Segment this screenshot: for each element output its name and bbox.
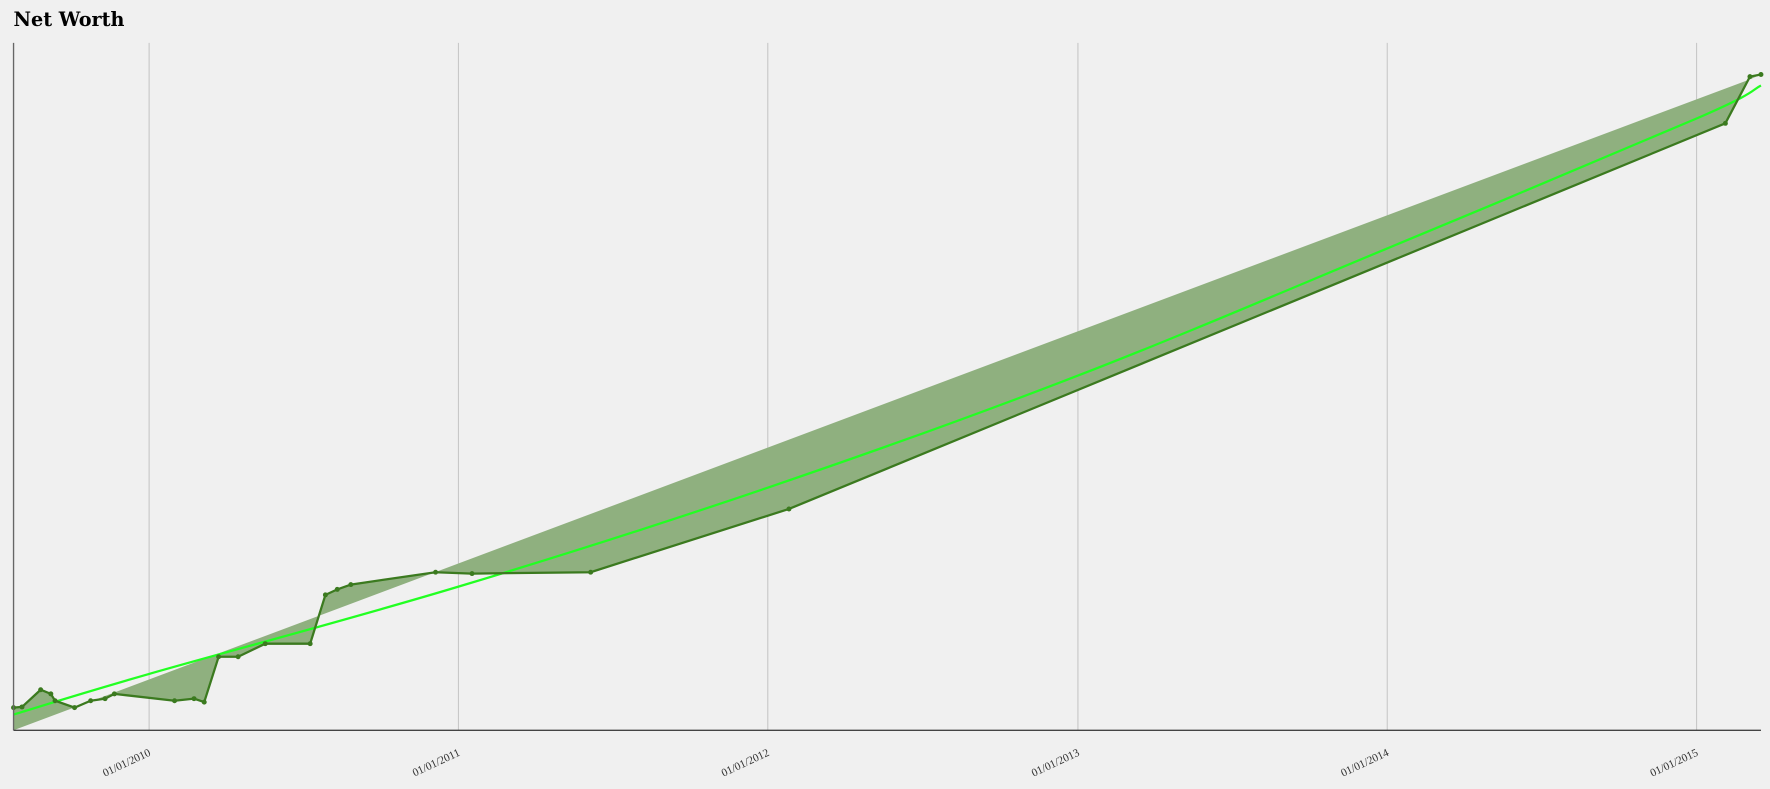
data-point — [1747, 74, 1753, 80]
data-point — [201, 699, 207, 705]
axes — [12, 42, 1761, 731]
x-tick-label: 01/01/2015 — [1648, 747, 1700, 780]
gridlines — [148, 42, 1698, 731]
data-point — [88, 698, 94, 704]
data-point — [588, 569, 594, 575]
x-tick-label: 01/01/2012 — [720, 747, 772, 780]
data-point — [348, 582, 354, 588]
difference-area — [13, 74, 1761, 731]
x-tick-label: 01/01/2013 — [1030, 747, 1082, 780]
data-point — [1758, 72, 1764, 77]
trend-line-path — [13, 84, 1762, 716]
data-point — [48, 691, 54, 697]
data-point — [172, 698, 178, 704]
data-point — [469, 571, 475, 577]
x-tick-label: 01/01/2014 — [1339, 747, 1391, 780]
x-tick-label: 01/01/2010 — [101, 747, 153, 780]
data-point — [307, 641, 313, 647]
data-point — [38, 687, 44, 693]
x-tick-label: 01/01/2011 — [411, 747, 462, 779]
data-point — [322, 592, 328, 598]
net-worth-line — [11, 72, 1764, 711]
data-point — [72, 705, 78, 711]
data-point — [262, 641, 268, 647]
data-point — [1722, 120, 1728, 126]
chart-title: Net Worth — [14, 8, 125, 31]
data-point — [334, 586, 340, 592]
x-tick-labels: 01/01/2010 01/01/2011 01/01/2012 01/01/2013… — [101, 747, 1700, 780]
trend-line — [13, 84, 1762, 716]
difference-fill — [13, 74, 1761, 731]
data-point — [786, 506, 792, 512]
data-point — [52, 698, 58, 704]
data-point — [191, 696, 197, 702]
net-worth-line-path — [13, 73, 1762, 709]
data-point — [19, 704, 25, 710]
data-point — [111, 691, 117, 697]
data-point — [102, 696, 108, 702]
data-point — [216, 654, 222, 660]
data-point — [433, 569, 439, 575]
data-point — [235, 654, 241, 660]
